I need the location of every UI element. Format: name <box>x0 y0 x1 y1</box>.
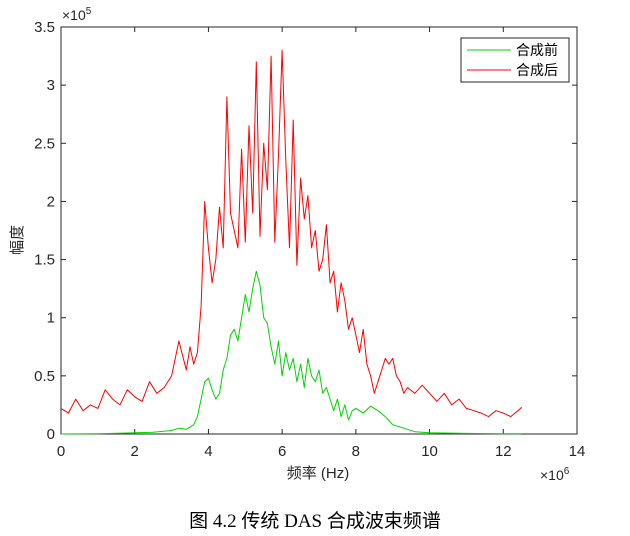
y-axis-multiplier: ×105 <box>62 6 92 23</box>
x-axis-label: 频率 (Hz) <box>287 465 350 482</box>
y-tick-label: 1 <box>47 310 55 327</box>
x-tick-label: 4 <box>204 443 212 460</box>
legend-label-0: 合成前 <box>516 42 558 58</box>
y-tick-label: 2 <box>47 193 55 210</box>
x-tick-label: 14 <box>569 443 586 460</box>
x-tick-label: 12 <box>495 443 512 460</box>
x-tick-label: 8 <box>352 443 360 460</box>
y-tick-label: 3 <box>47 77 55 94</box>
plot-frame <box>60 26 578 435</box>
series-line-0 <box>60 270 522 435</box>
series-line-1 <box>60 49 523 418</box>
y-tick-label: 2.5 <box>34 135 55 152</box>
x-tick-label: 6 <box>278 443 286 460</box>
y-tick-label: 1.5 <box>34 252 55 269</box>
y-tick-label: 0 <box>47 426 55 443</box>
x-tick-label: 10 <box>421 443 438 460</box>
y-tick-label: 0.5 <box>34 368 55 385</box>
x-tick-label: 2 <box>131 443 139 460</box>
legend-box <box>460 37 570 83</box>
x-axis-multiplier: ×106 <box>540 466 570 483</box>
legend-label-1: 合成后 <box>516 62 558 78</box>
y-tick-label: 3.5 <box>34 19 55 36</box>
y-axis-label: 幅度 <box>9 225 26 255</box>
figure-caption: 图 4.2 传统 DAS 合成波束频谱 <box>189 511 441 532</box>
x-tick-label: 0 <box>57 443 65 460</box>
